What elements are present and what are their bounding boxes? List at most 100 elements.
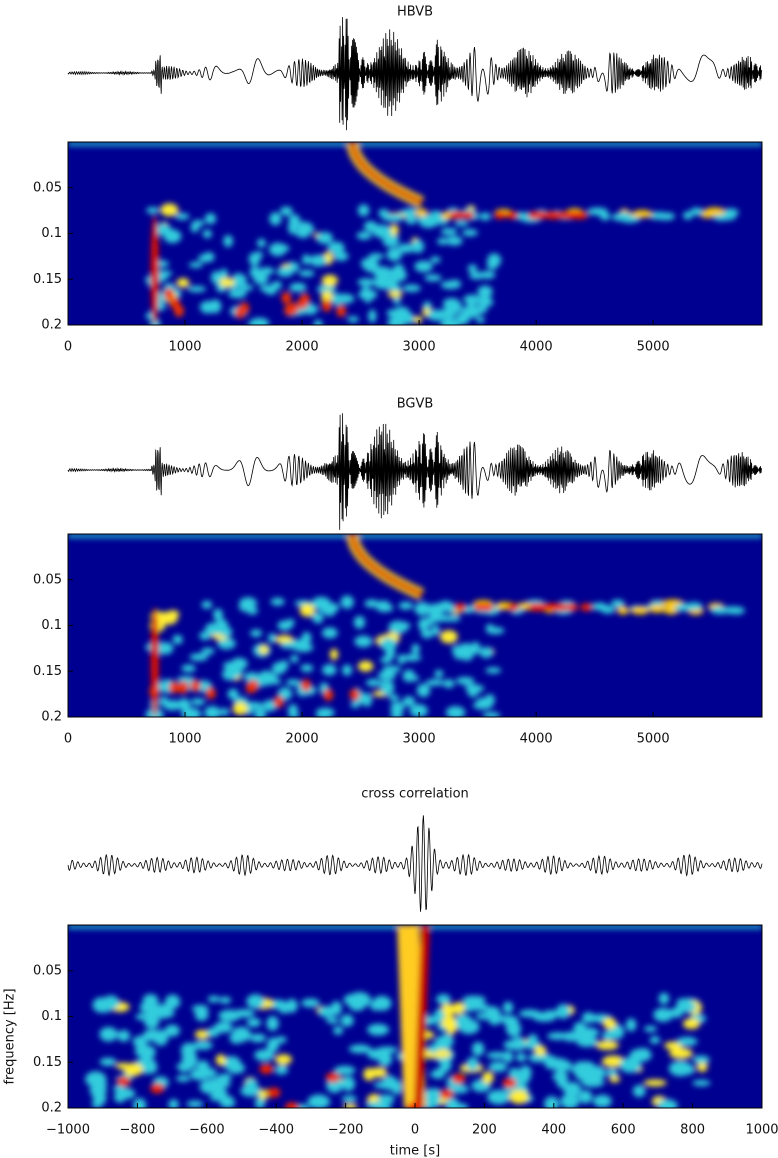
x-tick-label: 3000	[403, 732, 436, 747]
blob	[456, 312, 470, 325]
blob	[372, 995, 392, 1011]
blob	[443, 679, 455, 689]
blob	[632, 209, 653, 218]
waveform	[67, 413, 763, 530]
y-tick-label: 0.2	[41, 710, 62, 725]
blob	[333, 1026, 344, 1035]
blob	[177, 698, 191, 711]
x-tick-label: 0	[64, 340, 72, 355]
blob	[223, 235, 233, 248]
blob	[315, 707, 335, 717]
blob	[679, 1064, 696, 1075]
blob	[285, 1102, 300, 1108]
blob	[551, 211, 564, 220]
blob	[518, 1009, 542, 1018]
blob	[191, 1004, 209, 1013]
blob	[313, 319, 323, 325]
blob	[446, 236, 463, 246]
blob	[146, 207, 160, 214]
blob	[463, 294, 481, 305]
blob	[116, 1076, 131, 1087]
blob	[230, 657, 248, 670]
blob	[424, 274, 442, 282]
ridge	[397, 925, 426, 1108]
blob	[454, 603, 467, 612]
blob	[293, 643, 314, 653]
blob	[349, 688, 360, 701]
blob	[217, 637, 236, 650]
blob	[373, 1081, 397, 1089]
blob	[150, 215, 159, 325]
blob	[258, 267, 275, 275]
blob	[199, 1079, 224, 1095]
blob	[416, 683, 431, 698]
blob	[649, 1036, 661, 1044]
blob	[189, 1068, 210, 1081]
blob	[253, 273, 269, 285]
x-tick-label: 4000	[520, 340, 553, 355]
blob	[113, 1085, 126, 1093]
blob	[307, 1094, 331, 1108]
blob	[250, 629, 263, 638]
blob	[423, 301, 432, 310]
blob	[363, 1067, 375, 1081]
blob	[206, 1027, 220, 1038]
blob	[149, 685, 160, 698]
blob	[325, 1072, 340, 1083]
waveform	[67, 17, 763, 131]
blob	[219, 1097, 236, 1108]
blob	[163, 288, 174, 301]
blob	[447, 1084, 470, 1094]
blob	[390, 701, 405, 713]
x-tick-label: 600	[611, 1123, 636, 1138]
blob	[219, 277, 235, 288]
blob	[342, 1103, 358, 1108]
blob	[271, 281, 283, 290]
blob	[485, 1006, 501, 1022]
blob	[487, 1089, 510, 1105]
blob	[234, 306, 245, 319]
blob	[176, 277, 190, 288]
blob	[266, 1041, 279, 1053]
blob	[281, 291, 292, 304]
blob	[515, 1052, 527, 1062]
blob	[204, 213, 217, 225]
blob	[138, 1062, 158, 1075]
blob	[145, 1007, 159, 1023]
blob	[479, 646, 494, 659]
x-tick-label: 1000	[745, 1123, 778, 1138]
blob	[190, 679, 201, 692]
blob	[452, 1002, 465, 1015]
blob	[279, 206, 293, 216]
blob	[176, 1075, 191, 1082]
blob	[364, 599, 380, 608]
blob	[470, 641, 481, 655]
blob	[277, 620, 293, 631]
blob	[301, 631, 312, 645]
blob	[312, 612, 324, 624]
blob	[273, 695, 284, 708]
blob	[270, 597, 285, 606]
blob	[728, 606, 745, 615]
blob	[413, 315, 423, 324]
blob	[276, 266, 294, 277]
blob	[437, 237, 449, 245]
blob	[232, 273, 247, 288]
y-tick-label: 0.05	[33, 572, 62, 587]
x-tick-label: 3000	[403, 340, 436, 355]
blob	[449, 211, 462, 220]
x-tick-label: 2000	[286, 732, 319, 747]
y-tick-label: 0.15	[33, 664, 62, 679]
blob	[243, 672, 260, 682]
blob	[99, 1027, 118, 1042]
blob	[246, 994, 265, 1009]
blob	[472, 700, 493, 710]
blob	[436, 994, 451, 1005]
x-tick-label: 5000	[637, 732, 670, 747]
blob	[507, 603, 520, 612]
blob	[218, 1009, 241, 1022]
blob	[246, 1017, 262, 1028]
blob	[704, 207, 726, 216]
blob	[547, 1032, 569, 1040]
blob	[279, 660, 289, 671]
